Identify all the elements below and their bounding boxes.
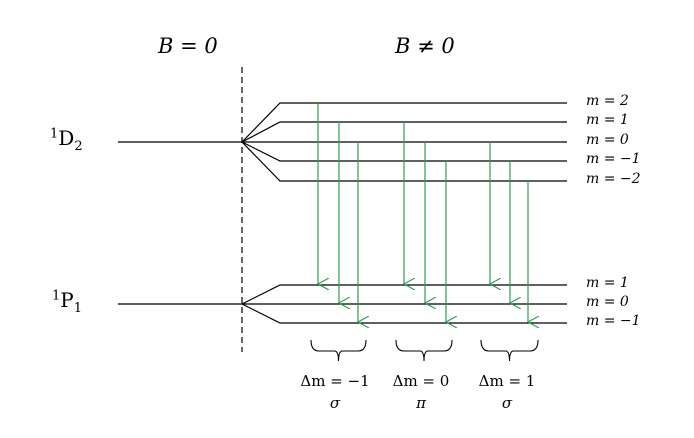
group-polarization-label: σ xyxy=(329,394,341,412)
group-polarization-label: π xyxy=(416,394,426,412)
upper-sublevel-label: m = −1 xyxy=(586,151,641,167)
upper-sublevel-line xyxy=(241,141,567,162)
header-b-zero: B = 0 xyxy=(158,34,218,58)
header-b-nonzero: B ≠ 0 xyxy=(395,34,455,58)
transition-arrows xyxy=(318,103,528,322)
group-braces xyxy=(310,339,539,362)
term-upper: 1D2 xyxy=(50,126,83,154)
group-brace xyxy=(395,339,453,362)
upper-sublevel-label: m = 0 xyxy=(586,132,629,148)
term-lower: 1P1 xyxy=(52,288,83,316)
group-delta-label: Δm = 1 xyxy=(478,372,536,390)
group-delta-label: Δm = −1 xyxy=(300,372,370,390)
group-delta-label: Δm = 0 xyxy=(392,372,450,390)
upper-sublevel-label: m = 2 xyxy=(586,93,629,109)
upper-sublevel-label: m = 1 xyxy=(586,112,629,128)
group-brace xyxy=(480,339,539,362)
lower-sublevel-label: m = −1 xyxy=(586,313,641,329)
upper-sublevel-line xyxy=(241,121,567,143)
upper-sublevel-line xyxy=(241,141,567,182)
group-polarization-label: σ xyxy=(501,394,513,412)
lower-sublevel-line xyxy=(241,284,567,305)
lower-sublevel-label: m = 1 xyxy=(586,275,629,291)
group-brace xyxy=(310,339,367,362)
upper-sublevel-line xyxy=(241,102,567,143)
lower-sublevel-line xyxy=(241,303,567,324)
lower-sublevel-label: m = 0 xyxy=(586,294,629,310)
upper-sublevel-label: m = −2 xyxy=(586,171,641,187)
energy-levels xyxy=(118,102,567,324)
